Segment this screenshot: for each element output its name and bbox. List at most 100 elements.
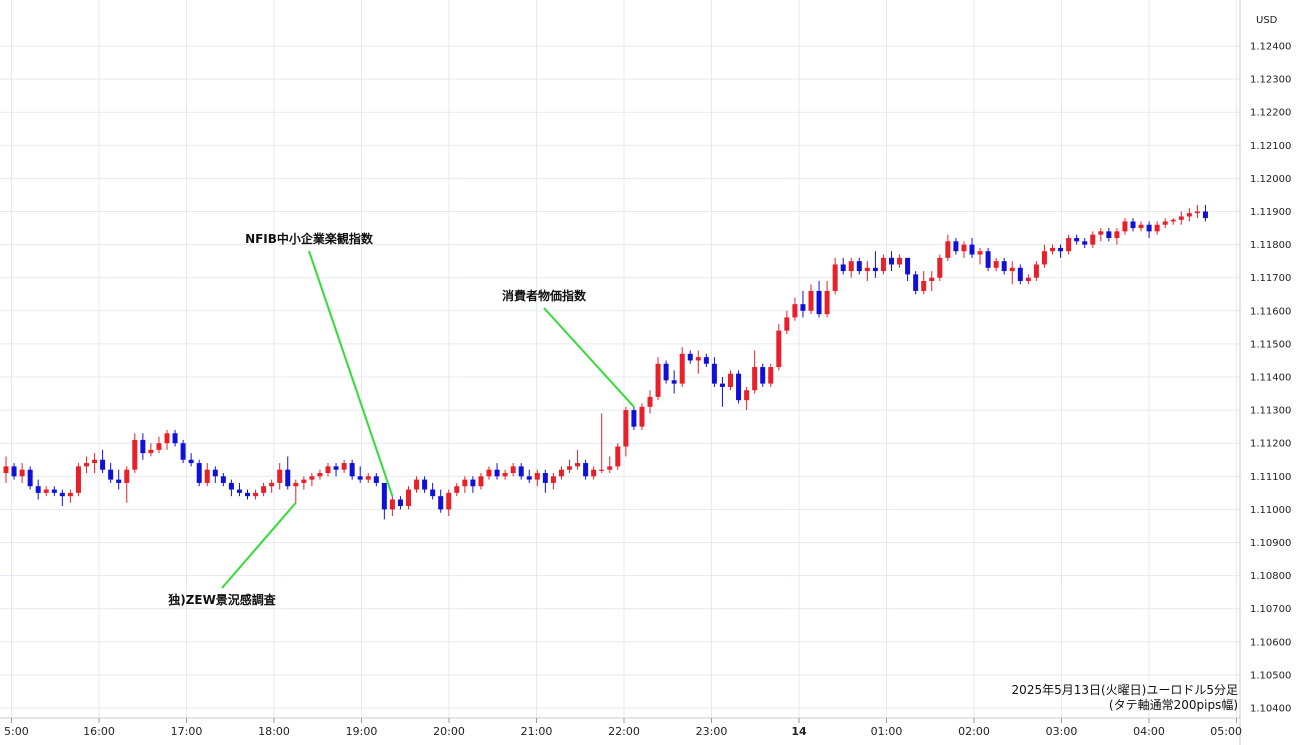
time-tick-label: 22:00 xyxy=(608,725,640,738)
candle-body xyxy=(921,281,927,291)
candle-body xyxy=(1066,237,1072,252)
candle-body xyxy=(1098,231,1104,235)
candle-body xyxy=(277,469,283,483)
candle-body xyxy=(1146,224,1152,232)
candle-body xyxy=(212,469,218,477)
candle xyxy=(1106,228,1112,242)
candle xyxy=(1001,257,1007,275)
candle xyxy=(1146,221,1152,238)
candle xyxy=(655,357,661,401)
price-tick-label: 1.11600 xyxy=(1250,306,1291,317)
candle xyxy=(1074,234,1080,245)
candle xyxy=(985,247,991,272)
candle-body xyxy=(1025,277,1031,282)
candle-body xyxy=(414,479,420,490)
candle xyxy=(800,290,806,318)
candle-body xyxy=(816,290,822,315)
candle xyxy=(59,489,65,507)
candle xyxy=(381,482,387,520)
candle xyxy=(993,257,999,272)
candle-body xyxy=(1170,219,1176,222)
candle xyxy=(75,463,81,497)
candle xyxy=(373,472,379,487)
price-tick-label: 1.11000 xyxy=(1250,505,1291,516)
candle xyxy=(92,453,98,473)
candle-body xyxy=(510,466,516,473)
candle-body xyxy=(349,463,355,477)
candle-body xyxy=(599,469,605,471)
candle-body xyxy=(760,367,766,384)
candle xyxy=(768,363,774,387)
candle xyxy=(583,459,589,480)
candle-body xyxy=(824,290,830,315)
candle-body xyxy=(389,499,395,510)
candle-body xyxy=(905,257,911,275)
candle-body xyxy=(607,466,613,470)
candle xyxy=(389,496,395,517)
candle xyxy=(1202,204,1208,222)
candle-body xyxy=(59,492,65,497)
candle-body xyxy=(1162,221,1168,225)
time-tick-label: 14 xyxy=(791,725,807,738)
candle xyxy=(67,489,73,503)
candle xyxy=(180,439,186,464)
candle-body xyxy=(768,367,774,384)
candle xyxy=(1090,231,1096,248)
candle-body xyxy=(1058,247,1064,252)
candle-body xyxy=(647,396,653,407)
price-axis[interactable]: USD 1.12400 1.12300 1.12200 1.12100 1.12000 1… xyxy=(1239,0,1291,745)
candle xyxy=(478,472,484,490)
candle xyxy=(703,353,709,368)
candle xyxy=(615,443,621,470)
candle xyxy=(695,350,701,374)
candle xyxy=(84,456,89,473)
candle-body xyxy=(872,267,878,272)
candle xyxy=(856,257,862,275)
candle xyxy=(736,370,742,404)
candle-body xyxy=(333,466,339,470)
candle xyxy=(1186,208,1192,222)
candle xyxy=(961,241,967,258)
candle-body xyxy=(188,459,194,464)
price-tick-label: 1.11100 xyxy=(1250,472,1291,483)
candle xyxy=(832,257,838,295)
candle-body xyxy=(381,482,387,510)
candle-body xyxy=(945,241,951,258)
candle-body xyxy=(880,257,886,272)
candle-body xyxy=(583,463,589,477)
candle-body xyxy=(148,449,154,454)
grid-lines xyxy=(0,0,1240,718)
candle xyxy=(937,254,943,282)
candle xyxy=(558,466,564,480)
candle-body xyxy=(43,489,49,493)
time-tick-label: 02:00 xyxy=(958,725,990,738)
candle-body xyxy=(736,373,742,401)
candle-body xyxy=(470,479,476,487)
candle-body xyxy=(132,439,138,470)
caption-line-1: 2025年5月13日(火曜日)ユーロドル5分足 xyxy=(1012,683,1238,697)
candle xyxy=(1041,244,1047,268)
candle xyxy=(43,486,49,497)
candle xyxy=(663,360,669,384)
price-tick-label: 1.11700 xyxy=(1250,273,1291,284)
candle xyxy=(164,429,170,450)
candle xyxy=(422,476,428,493)
candle xyxy=(945,234,951,262)
candle-body xyxy=(301,479,307,483)
candle-body xyxy=(1082,241,1088,245)
candle xyxy=(647,390,653,414)
candle-body xyxy=(51,489,57,493)
time-tick-label: 03:00 xyxy=(1046,725,1078,738)
candle xyxy=(349,459,355,480)
candle-body xyxy=(832,264,838,291)
price-tick-label: 1.12000 xyxy=(1250,174,1291,185)
candle-body xyxy=(220,476,226,483)
candle-body xyxy=(196,463,202,483)
candle xyxy=(760,363,766,387)
candle-body xyxy=(897,257,903,265)
candle-body xyxy=(236,489,242,493)
candle-body xyxy=(1202,211,1208,219)
candle-body xyxy=(35,486,41,493)
time-axis[interactable]: 5:00 16:00 17:00 18:00 19:00 20:00 21:00 22:00 2… xyxy=(0,717,1242,738)
